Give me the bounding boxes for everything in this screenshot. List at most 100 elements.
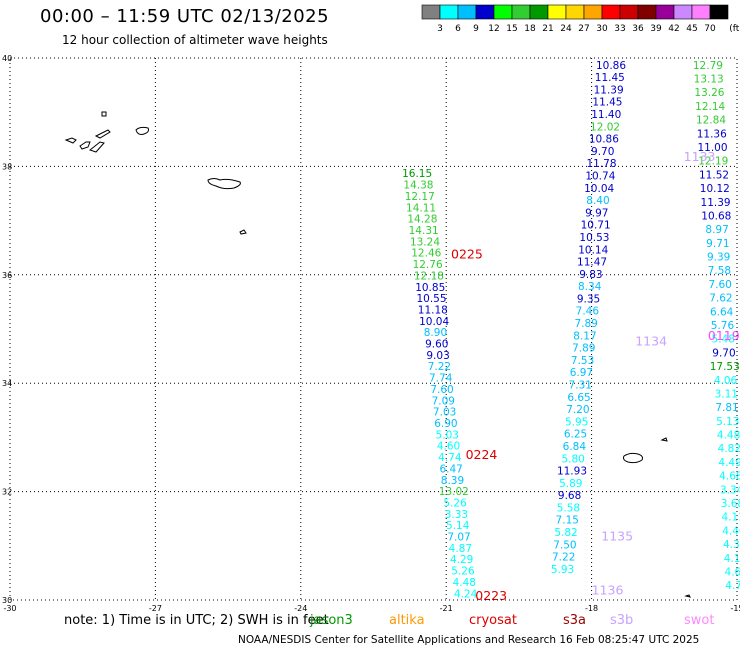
wave-height-point: 5.14 (446, 520, 470, 532)
wave-height-point: 11.00 (697, 142, 727, 154)
wave-height-point: 11.45 (592, 97, 622, 109)
wave-height-point: 11.18 (418, 304, 448, 316)
island-outline (660, 437, 668, 442)
x-tick-label: -27 (149, 604, 162, 613)
colorbar-tick-label: 36 (632, 24, 644, 34)
wave-height-point: 3.11 (715, 388, 738, 400)
plot-frame (9, 57, 738, 601)
island-outline (239, 229, 247, 235)
wave-height-point: 4.87 (449, 543, 472, 555)
wave-height-point: 9.97 (585, 207, 608, 219)
colorbar-tick-label: 27 (578, 24, 589, 34)
pass-label: 1136 (592, 583, 624, 598)
wave-height-point: 10.55 (416, 293, 446, 305)
island-outline (79, 141, 91, 150)
pass-label: 0119 (708, 328, 740, 343)
wave-height-point: 5.26 (443, 497, 467, 509)
wave-height-point: 7.50 (553, 539, 576, 551)
wave-height-point: 3.68 (721, 498, 740, 510)
wave-height-point: 11.47 (577, 257, 607, 269)
colorbar-tick-label: 18 (524, 24, 536, 34)
wave-height-point: 10.04 (584, 183, 614, 195)
wave-height-point: 7.22 (428, 361, 451, 373)
wave-height-point: 11.39 (701, 197, 731, 209)
colorbar-tick-label: 33 (614, 24, 625, 34)
colorbar-swatch (709, 4, 729, 20)
wave-height-point: 9.71 (706, 238, 729, 250)
y-tick-label: 38 (2, 162, 12, 171)
chart-subtitle: 12 hour collection of altimeter wave hei… (62, 33, 328, 47)
wave-height-point: 10.04 (419, 316, 449, 328)
pass-label: 1135 (601, 528, 633, 543)
y-tick-label: 32 (2, 488, 12, 497)
satellite-label-swot: swot (684, 613, 715, 628)
wave-height-point: 17.53 (710, 361, 740, 373)
wave-height-point: 3.34 (720, 484, 740, 496)
wave-height-point: 5.26 (451, 566, 475, 578)
pass-label: 0225 (451, 247, 483, 262)
wave-height-point: 7.89 (572, 343, 595, 355)
wave-height-point: 10.68 (701, 210, 731, 222)
wave-height-point: 7.46 (576, 306, 600, 318)
wave-height-point: 9.83 (579, 269, 602, 281)
wave-height-point: 4.48 (453, 577, 476, 589)
x-tick-label: -15 (730, 604, 740, 613)
wave-height-point: 6.84 (563, 441, 587, 453)
credit-line: NOAA/NESDIS Center for Satellite Applica… (238, 634, 700, 646)
wave-height-point: 4.82 (718, 443, 740, 455)
wave-height-point: 14.38 (403, 180, 433, 192)
x-tick-label: -30 (3, 604, 16, 613)
wave-height-point: 7.74 (429, 373, 453, 385)
wave-height-point: 6.90 (434, 418, 457, 430)
island-outline (88, 141, 105, 153)
pass-label: 0224 (466, 447, 498, 462)
wave-height-point: 13.02 (439, 486, 469, 498)
wave-height-point: 7.60 (708, 279, 731, 291)
wave-height-point: 5.89 (559, 478, 582, 490)
wave-height-point: 9.03 (426, 350, 449, 362)
wave-height-point: 8.17 (573, 330, 596, 342)
y-tick-label: 40 (2, 54, 12, 63)
pass-label: 1134 (635, 333, 667, 348)
wave-height-point: 10.74 (585, 170, 615, 182)
wave-height-point: 13.26 (694, 87, 724, 99)
wave-height-point: 12.14 (695, 101, 725, 113)
wave-height-point: 4.24 (454, 588, 478, 600)
wave-height-point: 13.24 (410, 236, 440, 248)
wave-height-point: 7.22 (552, 552, 575, 564)
wave-height-point: 14.11 (406, 202, 436, 214)
wave-height-point: 7.03 (433, 407, 456, 419)
wave-height-point: 4.29 (450, 554, 473, 566)
footer-note: note: 1) Time is in UTC; 2) SWH is in fe… (64, 613, 329, 628)
wave-height-point: 4.11 (724, 553, 740, 565)
x-tick-label: -21 (440, 604, 453, 613)
wave-height-point: 8.34 (578, 281, 602, 293)
island-outline (94, 129, 111, 139)
wave-height-point: 5.80 (561, 453, 584, 465)
wave-height-point: 10.71 (581, 220, 611, 232)
wave-height-point: 12.02 (590, 121, 620, 133)
wave-height-point: 5.76 (711, 320, 735, 332)
wave-height-point: 11.52 (699, 169, 729, 181)
island-outline (135, 126, 149, 135)
island-outline (623, 452, 643, 464)
wave-height-point: 16.15 (402, 168, 432, 180)
wave-height-point: 11.78 (586, 158, 616, 170)
wave-height-point: 7.81 (715, 402, 738, 414)
pass-label: 0223 (475, 588, 507, 603)
wave-height-point: 12.76 (413, 259, 443, 271)
colorbar-tick-label: 24 (560, 24, 572, 34)
wave-height-point: 4.48 (717, 430, 740, 442)
colorbar-tick-label: 15 (506, 24, 517, 34)
wave-height-point: 7.53 (571, 355, 594, 367)
wave-height-point: 5.13 (716, 416, 739, 428)
page-title: 00:00 – 11:59 UTC 02/13/2025 (40, 6, 330, 27)
colorbar-tick-label: 6 (455, 24, 461, 34)
x-tick-label: -18 (585, 604, 598, 613)
pass-label: 1133 (684, 149, 716, 164)
wave-height-point: 11.93 (557, 466, 587, 478)
wave-height-point: 6.97 (570, 367, 593, 379)
